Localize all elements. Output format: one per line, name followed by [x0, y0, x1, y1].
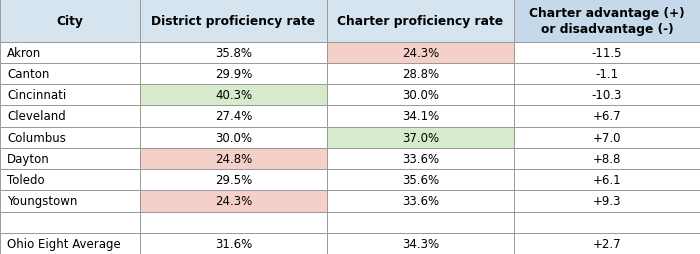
- Text: -10.3: -10.3: [592, 89, 622, 102]
- Bar: [140, 127, 327, 148]
- Bar: [327, 106, 514, 127]
- Text: 34.3%: 34.3%: [402, 237, 439, 250]
- Text: 37.0%: 37.0%: [402, 131, 439, 144]
- Text: -1.1: -1.1: [595, 68, 619, 81]
- Text: 35.8%: 35.8%: [215, 46, 252, 59]
- Text: Cleveland: Cleveland: [7, 110, 66, 123]
- Text: Akron: Akron: [7, 46, 41, 59]
- Bar: [327, 127, 514, 148]
- Text: +7.0: +7.0: [593, 131, 621, 144]
- Text: 27.4%: 27.4%: [215, 110, 252, 123]
- Bar: [327, 212, 514, 233]
- Text: Columbus: Columbus: [7, 131, 66, 144]
- Bar: [514, 64, 700, 85]
- Text: Ohio Eight Average: Ohio Eight Average: [7, 237, 120, 250]
- Text: 40.3%: 40.3%: [215, 89, 252, 102]
- Text: Youngstown: Youngstown: [7, 195, 78, 208]
- Bar: [0, 190, 140, 212]
- Bar: [327, 148, 514, 169]
- Bar: [0, 127, 140, 148]
- Bar: [327, 64, 514, 85]
- Bar: [514, 106, 700, 127]
- Bar: [514, 212, 700, 233]
- Bar: [0, 64, 140, 85]
- Text: +9.3: +9.3: [593, 195, 621, 208]
- Bar: [514, 169, 700, 190]
- Text: 24.8%: 24.8%: [215, 152, 252, 165]
- Bar: [140, 233, 327, 254]
- Text: +8.8: +8.8: [593, 152, 621, 165]
- Bar: [0, 212, 140, 233]
- Bar: [140, 85, 327, 106]
- Bar: [514, 190, 700, 212]
- Bar: [514, 85, 700, 106]
- Text: +6.7: +6.7: [593, 110, 621, 123]
- Text: 29.5%: 29.5%: [215, 173, 252, 186]
- Text: +6.1: +6.1: [593, 173, 621, 186]
- Text: Dayton: Dayton: [7, 152, 50, 165]
- Bar: [514, 42, 700, 64]
- Bar: [0, 0, 140, 42]
- Bar: [0, 42, 140, 64]
- Bar: [140, 42, 327, 64]
- Text: 28.8%: 28.8%: [402, 68, 439, 81]
- Text: Charter proficiency rate: Charter proficiency rate: [337, 15, 503, 28]
- Bar: [327, 233, 514, 254]
- Bar: [0, 233, 140, 254]
- Bar: [140, 0, 327, 42]
- Bar: [0, 85, 140, 106]
- Bar: [514, 148, 700, 169]
- Bar: [0, 169, 140, 190]
- Bar: [0, 106, 140, 127]
- Text: 29.9%: 29.9%: [215, 68, 252, 81]
- Text: 34.1%: 34.1%: [402, 110, 439, 123]
- Bar: [327, 42, 514, 64]
- Bar: [514, 0, 700, 42]
- Bar: [327, 190, 514, 212]
- Text: 33.6%: 33.6%: [402, 152, 439, 165]
- Bar: [514, 127, 700, 148]
- Text: City: City: [57, 15, 83, 28]
- Text: +2.7: +2.7: [593, 237, 621, 250]
- Bar: [327, 169, 514, 190]
- Bar: [327, 85, 514, 106]
- Text: 31.6%: 31.6%: [215, 237, 252, 250]
- Text: Charter advantage (+)
or disadvantage (-): Charter advantage (+) or disadvantage (-…: [529, 7, 685, 36]
- Bar: [327, 0, 514, 42]
- Text: -11.5: -11.5: [592, 46, 622, 59]
- Text: Canton: Canton: [7, 68, 50, 81]
- Text: Cincinnati: Cincinnati: [7, 89, 66, 102]
- Text: 24.3%: 24.3%: [215, 195, 252, 208]
- Bar: [140, 169, 327, 190]
- Bar: [140, 190, 327, 212]
- Bar: [140, 64, 327, 85]
- Text: Toledo: Toledo: [7, 173, 45, 186]
- Bar: [140, 212, 327, 233]
- Text: 30.0%: 30.0%: [215, 131, 252, 144]
- Text: 24.3%: 24.3%: [402, 46, 439, 59]
- Text: 30.0%: 30.0%: [402, 89, 439, 102]
- Bar: [514, 233, 700, 254]
- Bar: [140, 106, 327, 127]
- Text: 35.6%: 35.6%: [402, 173, 439, 186]
- Bar: [0, 148, 140, 169]
- Text: District proficiency rate: District proficiency rate: [151, 15, 316, 28]
- Text: 33.6%: 33.6%: [402, 195, 439, 208]
- Bar: [140, 148, 327, 169]
